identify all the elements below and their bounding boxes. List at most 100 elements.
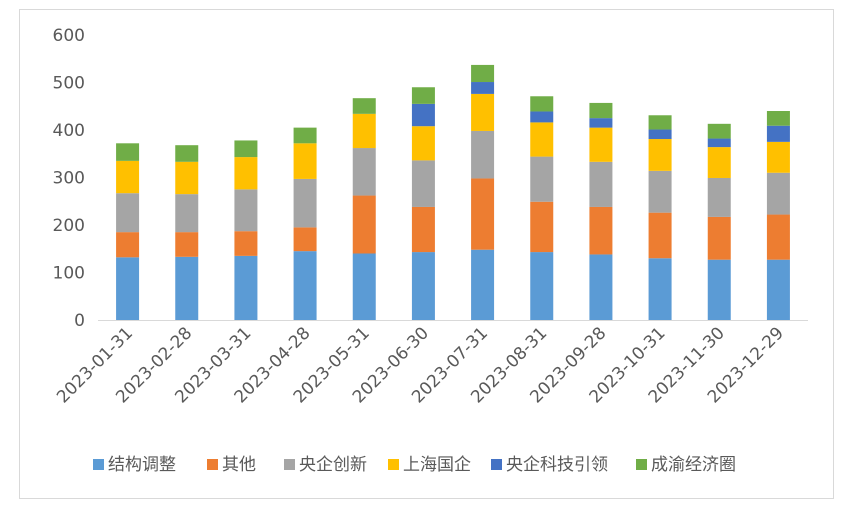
bar-segment <box>530 111 554 123</box>
bar-segment <box>766 259 790 320</box>
bar-segment <box>648 129 672 140</box>
legend-swatch <box>636 459 647 470</box>
bar-segment <box>707 216 731 260</box>
bar-stacks <box>116 64 790 321</box>
bar-segment <box>707 123 731 139</box>
bar-segment <box>589 102 613 119</box>
bar-segment <box>234 140 258 158</box>
legend-swatch <box>491 459 502 470</box>
bar-segment <box>293 127 317 144</box>
bar-segment <box>352 113 376 149</box>
bar-stack-2023-04-28 <box>293 127 317 321</box>
bar-segment <box>589 161 613 207</box>
bar-segment <box>648 212 672 259</box>
y-tick-label: 300 <box>53 169 85 189</box>
bar-segment <box>411 252 435 320</box>
bar-segment <box>175 232 199 257</box>
y-tick-label: 0 <box>74 311 85 331</box>
bar-segment <box>530 201 554 253</box>
bar-segment <box>411 206 435 253</box>
bar-segment <box>766 125 790 142</box>
bar-segment <box>411 160 435 207</box>
y-tick-label: 100 <box>53 264 85 284</box>
bar-segment <box>707 259 731 320</box>
bar-segment <box>471 64 495 83</box>
legend-swatch <box>207 459 218 470</box>
bar-segment <box>116 143 140 161</box>
bar-segment <box>293 143 317 179</box>
legend: 结构调整 其他 央企创新 上海国企 央企科技引领 成渝经济圈 <box>93 455 736 475</box>
bar-stack-2023-08-31 <box>530 96 554 320</box>
legend-label: 成渝经济圈 <box>651 455 736 475</box>
bar-segment <box>648 115 672 130</box>
bar-segment <box>766 141 790 173</box>
bar-segment <box>293 227 317 252</box>
bar-segment <box>589 206 613 255</box>
bar-segment <box>589 127 613 162</box>
bar-segment <box>471 249 495 320</box>
bar-stack-2023-02-28 <box>175 145 199 320</box>
legend-item: 结构调整 <box>93 455 176 475</box>
bar-stack-2023-06-30 <box>411 87 435 320</box>
bar-segment <box>707 138 731 148</box>
legend-item: 央企创新 <box>284 455 367 475</box>
y-tick-label: 200 <box>53 216 85 236</box>
legend-swatch <box>284 459 295 470</box>
bar-segment <box>116 193 140 233</box>
bar-segment <box>530 156 554 202</box>
bar-segment <box>411 103 435 127</box>
legend-item: 上海国企 <box>388 455 471 475</box>
y-axis-ticks: 0 100 200 300 400 500 600 <box>53 26 85 331</box>
bar-stack-2023-05-31 <box>352 98 376 320</box>
bar-segment <box>471 93 495 131</box>
bar-segment <box>352 253 376 320</box>
bar-segment <box>175 194 199 233</box>
bar-stack-2023-09-28 <box>589 102 613 320</box>
bar-segment <box>530 122 554 157</box>
bar-segment <box>648 170 672 213</box>
bar-stack-2023-12-29 <box>766 111 790 320</box>
bar-segment <box>234 157 258 190</box>
bar-segment <box>471 178 495 250</box>
legend-label: 结构调整 <box>108 455 176 475</box>
bar-segment <box>648 258 672 320</box>
legend-swatch <box>93 459 104 470</box>
legend-item: 成渝经济圈 <box>636 455 736 475</box>
bar-segment <box>175 161 199 195</box>
bar-segment <box>234 255 258 321</box>
y-tick-label: 500 <box>53 74 85 94</box>
bar-segment <box>766 172 790 215</box>
bar-segment <box>471 130 495 179</box>
legend-label: 其他 <box>222 455 256 475</box>
bar-segment <box>116 232 140 258</box>
legend-item: 央企科技引领 <box>491 455 608 475</box>
bar-segment <box>175 145 199 162</box>
bar-segment <box>589 118 613 128</box>
bar-stack-2023-01-31 <box>116 143 140 320</box>
bar-segment <box>530 96 554 112</box>
legend-item: 其他 <box>207 455 256 475</box>
y-tick-label: 600 <box>53 26 85 46</box>
legend-swatch <box>388 459 399 470</box>
bar-segment <box>293 178 317 228</box>
bar-segment <box>707 147 731 178</box>
bar-stack-2023-07-31 <box>471 64 495 320</box>
bar-segment <box>352 195 376 254</box>
bar-segment <box>234 189 258 232</box>
bar-segment <box>707 177 731 217</box>
bar-stack-2023-10-31 <box>648 115 672 320</box>
bar-segment <box>116 257 140 320</box>
legend-label: 上海国企 <box>403 455 471 475</box>
bar-segment <box>648 139 672 171</box>
bar-segment <box>352 148 376 196</box>
bar-segment <box>411 126 435 161</box>
x-axis-labels: 2023-01-312023-02-282023-03-312023-04-28… <box>53 323 788 407</box>
bar-segment <box>766 111 790 126</box>
bar-segment <box>234 231 258 256</box>
legend-label: 央企科技引领 <box>506 455 608 475</box>
bar-segment <box>471 82 495 94</box>
bar-segment <box>411 87 435 104</box>
legend-label: 央企创新 <box>299 455 367 475</box>
y-tick-label: 400 <box>53 121 85 141</box>
